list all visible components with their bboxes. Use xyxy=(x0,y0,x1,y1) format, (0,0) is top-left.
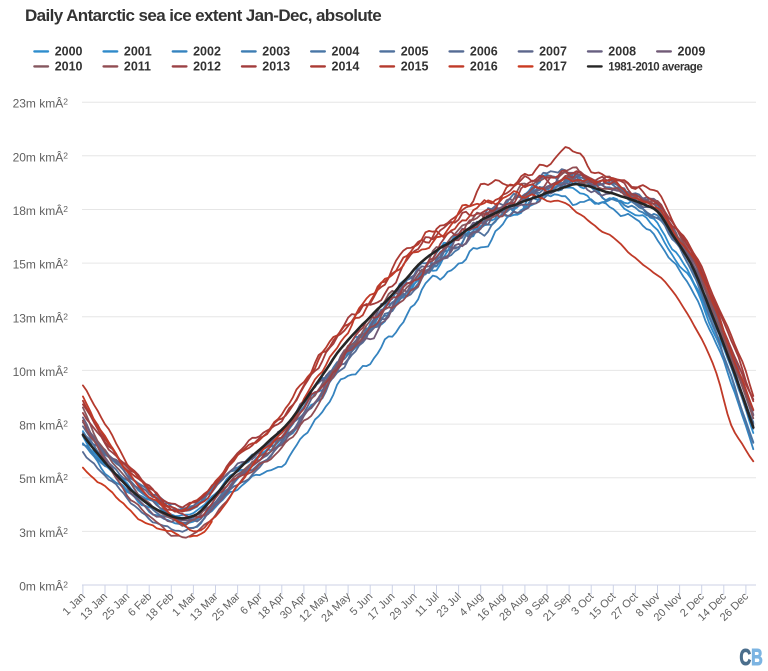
svg-text:8m kmÂ2: 8m kmÂ2 xyxy=(19,418,68,433)
svg-text:5m kmÂ2: 5m kmÂ2 xyxy=(19,471,68,486)
svg-text:2013: 2013 xyxy=(262,60,290,74)
svg-text:2008: 2008 xyxy=(608,45,636,59)
svg-text:2017: 2017 xyxy=(539,60,567,74)
svg-text:0m kmÂ2: 0m kmÂ2 xyxy=(19,579,68,594)
svg-text:2010: 2010 xyxy=(55,60,83,74)
svg-text:2015: 2015 xyxy=(401,60,429,74)
svg-text:23m kmÂ2: 23m kmÂ2 xyxy=(13,96,69,111)
svg-text:CB: CB xyxy=(740,645,763,670)
svg-text:13m kmÂ2: 13m kmÂ2 xyxy=(13,310,69,325)
svg-text:2003: 2003 xyxy=(262,45,290,59)
svg-text:3m kmÂ2: 3m kmÂ2 xyxy=(19,525,68,540)
svg-text:2014: 2014 xyxy=(332,60,360,74)
svg-text:2005: 2005 xyxy=(401,45,429,59)
svg-text:2012: 2012 xyxy=(193,60,221,74)
svg-text:1981-2010 average: 1981-2010 average xyxy=(608,62,702,74)
svg-text:2004: 2004 xyxy=(332,45,360,59)
svg-text:23 Jul: 23 Jul xyxy=(434,591,463,620)
svg-text:2009: 2009 xyxy=(678,45,706,59)
svg-text:20m kmÂ2: 20m kmÂ2 xyxy=(13,149,69,164)
svg-text:2006: 2006 xyxy=(470,45,498,59)
svg-text:2016: 2016 xyxy=(470,60,498,74)
svg-text:15m kmÂ2: 15m kmÂ2 xyxy=(13,257,69,272)
svg-text:10m kmÂ2: 10m kmÂ2 xyxy=(13,364,69,379)
svg-text:Daily Antarctic sea ice extent: Daily Antarctic sea ice extent Jan-Dec, … xyxy=(25,6,381,25)
svg-text:2007: 2007 xyxy=(539,45,567,59)
svg-text:2002: 2002 xyxy=(193,45,221,59)
svg-text:2001: 2001 xyxy=(124,45,152,59)
svg-text:18m kmÂ2: 18m kmÂ2 xyxy=(13,203,69,218)
svg-text:2011: 2011 xyxy=(124,60,151,74)
svg-text:2000: 2000 xyxy=(55,45,83,59)
